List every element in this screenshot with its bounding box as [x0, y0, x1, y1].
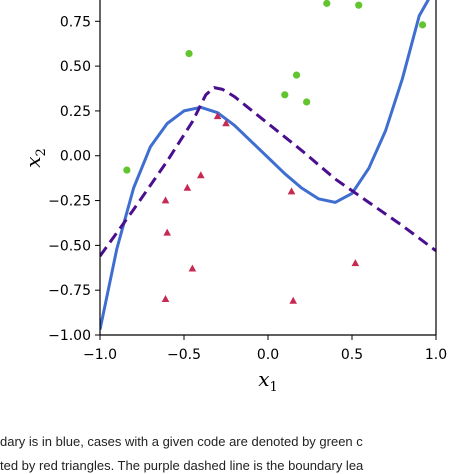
dashed-boundary-line: [100, 86, 436, 257]
x-tick-label: −0.5: [167, 347, 201, 363]
y-tick-label: 0.75: [60, 14, 91, 30]
y-tick-label: −0.25: [48, 194, 91, 210]
green-circle-point: [185, 49, 193, 58]
red-triangle-point: [197, 171, 205, 179]
y-tick-label: 0.00: [60, 149, 91, 165]
green-circle-point: [355, 1, 363, 9]
red-triangle-point: [351, 259, 360, 267]
plot-area: [100, 0, 436, 330]
green-circle-point: [292, 71, 301, 79]
x-tick-label: 1.0: [425, 347, 447, 363]
red-triangle-point: [163, 228, 171, 236]
green-circle-point: [323, 0, 331, 7]
green-circle-point: [123, 166, 131, 174]
red-triangle-point: [289, 296, 297, 304]
red-triangle-point: [183, 183, 192, 191]
red-triangle-point: [161, 196, 170, 204]
green-circle-point: [418, 21, 427, 29]
figure-caption-line-1: dary is in blue, cases with a given code…: [0, 434, 363, 449]
axes: −1.0 −0.5 0.0 0.5 1.0 −1.00 −0.75 −0.50 −0.25 0.0…: [21, 0, 447, 395]
red-triangle-point: [287, 187, 296, 195]
plot-content: [100, 0, 436, 330]
figure-caption-line-2: ted by red triangles. The purple dashed …: [0, 458, 364, 473]
x-tick-label: 0.5: [341, 347, 363, 363]
green-circle-point: [303, 98, 311, 106]
solid-boundary-line: [100, 0, 430, 330]
red-triangle-point: [213, 112, 222, 120]
y-tick-label: −1.00: [48, 328, 91, 344]
x-tick-label: −1.0: [83, 347, 117, 363]
y-axis-label-subscript: 2: [34, 148, 49, 156]
x-axis-label: x1: [258, 367, 278, 395]
x-axis-label-subscript: 1: [270, 380, 278, 395]
y-tick-label: −0.50: [48, 238, 91, 254]
red-triangle-point: [188, 264, 197, 272]
x-tick-label: 0.0: [257, 347, 279, 363]
y-axis-label-group: x2: [21, 148, 49, 168]
red-triangle-point: [161, 294, 170, 302]
green-circle-point: [281, 91, 289, 99]
y-tick-label: 0.50: [60, 59, 91, 75]
y-tick-label: −0.75: [48, 283, 91, 299]
red-triangle-point: [222, 119, 230, 127]
y-axis-label: x2: [21, 148, 49, 168]
y-tick-label: 0.25: [60, 104, 91, 120]
